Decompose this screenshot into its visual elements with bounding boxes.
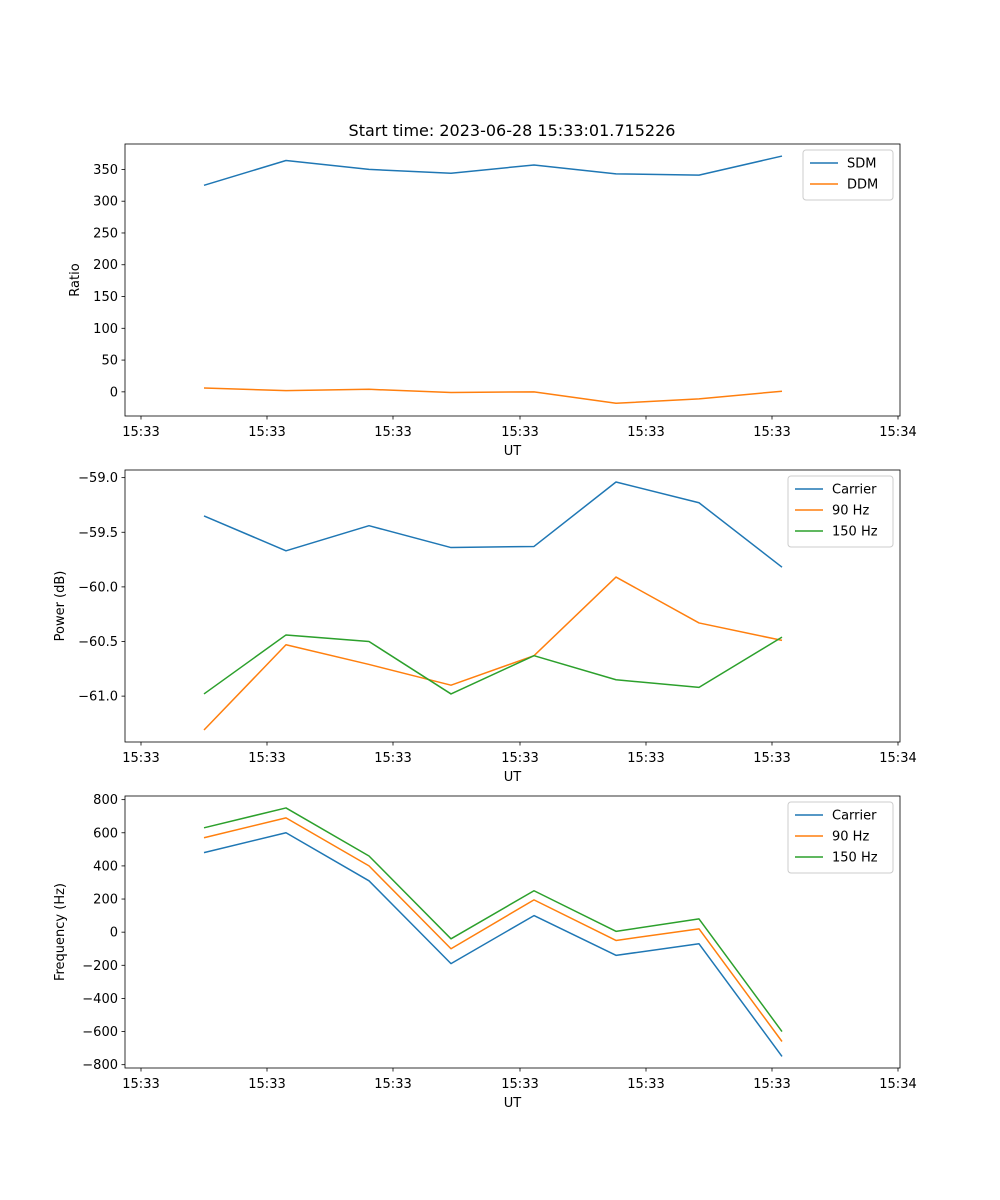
x-tick-label: 15:33 xyxy=(122,751,159,766)
x-tick-label: 15:33 xyxy=(501,1077,538,1092)
y-tick-label: −400 xyxy=(82,992,118,1007)
axes-frame xyxy=(124,795,901,1069)
y-tick-label: 600 xyxy=(93,826,118,841)
x-tick-label: 15:33 xyxy=(374,425,411,440)
y-tick-label: 50 xyxy=(101,354,118,369)
x-tick-label: 15:33 xyxy=(122,1077,159,1092)
y-tick-label: −60.5 xyxy=(78,635,118,650)
legend: SDM DDM xyxy=(802,149,894,201)
x-tick-label: 15:33 xyxy=(374,1077,411,1092)
series-line-carrier xyxy=(203,481,783,568)
series-line-ddm xyxy=(203,387,783,405)
x-tick-label: 15:34 xyxy=(879,1077,916,1092)
subplot-3: −800 −600 −400 −200 0 200 400 600 800 15:33 15:33 1… xyxy=(53,793,917,1111)
x-tick-label: 15:33 xyxy=(248,751,285,766)
figure-title: Start time: 2023-06-28 15:33:01.715226 xyxy=(349,121,676,140)
y-tick-label: 300 xyxy=(93,195,118,210)
y-tick-label: 100 xyxy=(93,322,118,337)
x-axis-label: UT xyxy=(504,770,522,785)
x-tick-label: 15:33 xyxy=(627,751,664,766)
x-tick-label: 15:34 xyxy=(879,751,916,766)
series-line-carrier xyxy=(203,832,783,1057)
x-tick-label: 15:33 xyxy=(753,425,790,440)
y-tick-label: 0 xyxy=(110,926,118,941)
subplot-1: 0 50 100 150 200 250 300 350 15:33 15:33 15:33 15:3… xyxy=(68,143,917,459)
x-axis-label: UT xyxy=(504,444,522,459)
y-tick-label: −59.0 xyxy=(78,471,118,486)
x-tick-label: 15:33 xyxy=(501,425,538,440)
x-axis-label: UT xyxy=(504,1096,522,1111)
x-tick-label: 15:33 xyxy=(374,751,411,766)
series-line-90-hz xyxy=(203,817,783,1042)
series-line-150-hz xyxy=(203,634,783,695)
legend-label: 90 Hz xyxy=(832,504,869,519)
y-tick-label: 150 xyxy=(93,290,118,305)
y-tick-label: 350 xyxy=(93,163,118,178)
y-tick-label: 400 xyxy=(93,859,118,874)
series-line-sdm xyxy=(203,155,783,187)
x-tick-label: 15:33 xyxy=(627,425,664,440)
legend-label: Carrier xyxy=(832,483,877,498)
series-line-90-hz xyxy=(203,576,783,731)
legend-label: 150 Hz xyxy=(832,851,878,866)
legend-box xyxy=(787,475,894,548)
y-axis-label: Ratio xyxy=(68,263,83,296)
legend-box xyxy=(787,801,894,874)
axes-frame xyxy=(124,469,901,743)
y-axis-label: Frequency (Hz) xyxy=(53,883,68,981)
y-tick-label: 200 xyxy=(93,258,118,273)
series-line-150-hz xyxy=(203,807,783,1033)
y-tick-label: −200 xyxy=(82,959,118,974)
y-tick-label: 200 xyxy=(93,893,118,908)
subplot-2: −61.0 −60.5 −60.0 −59.5 −59.0 15:33 15:33 15:33… xyxy=(53,469,917,785)
legend-label: SDM xyxy=(847,157,876,172)
legend-label: 150 Hz xyxy=(832,525,878,540)
legend-label: 90 Hz xyxy=(832,830,869,845)
y-tick-label: −59.5 xyxy=(78,526,118,541)
x-tick-label: 15:33 xyxy=(501,751,538,766)
x-tick-label: 15:33 xyxy=(248,1077,285,1092)
y-tick-label: −800 xyxy=(82,1058,118,1073)
y-tick-label: −60.0 xyxy=(78,580,118,595)
x-tick-label: 15:34 xyxy=(879,425,916,440)
x-tick-label: 15:33 xyxy=(627,1077,664,1092)
x-tick-label: 15:33 xyxy=(122,425,159,440)
y-tick-label: 0 xyxy=(110,385,118,400)
y-tick-label: 800 xyxy=(93,793,118,808)
legend-label: DDM xyxy=(847,178,878,193)
legend-label: Carrier xyxy=(832,809,877,824)
y-axis-label: Power (dB) xyxy=(53,571,68,642)
y-tick-label: −61.0 xyxy=(78,690,118,705)
legend: Carrier 90 Hz 150 Hz xyxy=(787,801,894,874)
y-tick-label: −600 xyxy=(82,1025,118,1040)
y-tick-label: 250 xyxy=(93,226,118,241)
legend: Carrier 90 Hz 150 Hz xyxy=(787,475,894,548)
x-tick-label: 15:33 xyxy=(753,751,790,766)
axes-frame xyxy=(124,143,901,417)
x-tick-label: 15:33 xyxy=(753,1077,790,1092)
x-tick-label: 15:33 xyxy=(248,425,285,440)
